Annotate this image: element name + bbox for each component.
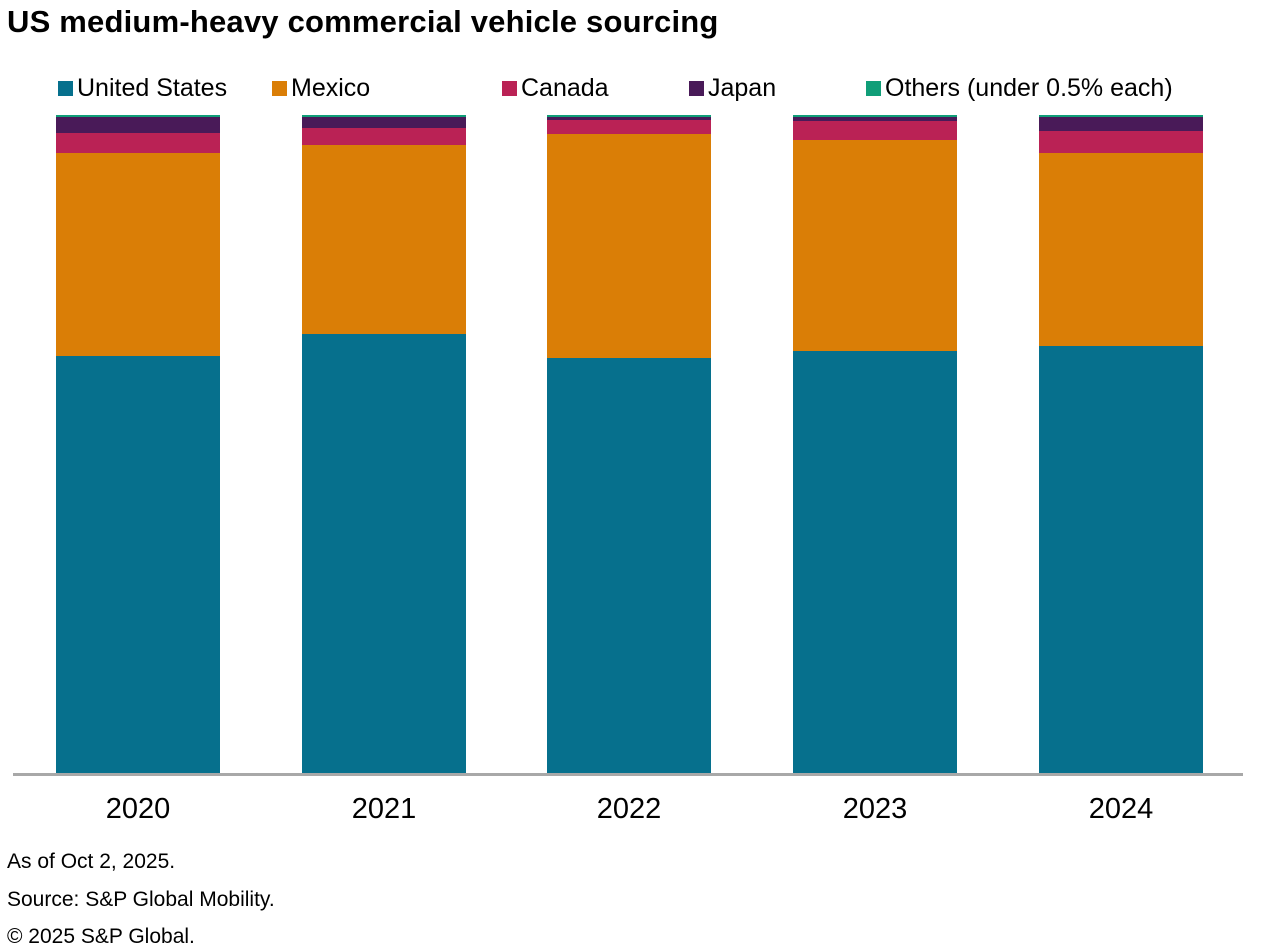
x-tick-label-2024: 2024 [1088, 793, 1154, 825]
segment-japan-2022 [547, 117, 711, 121]
segment-others-under-0-5-each-2020 [56, 115, 220, 117]
legend-label-canada: Canada [521, 74, 609, 102]
segment-others-under-0-5-each-2023 [793, 115, 957, 118]
segment-mexico-2023 [793, 140, 957, 352]
x-tick-label-2022: 2022 [596, 793, 662, 825]
legend-swatch-mexico [272, 81, 287, 96]
legend-item-united-states: United States [58, 76, 227, 101]
x-tick-label-2020: 2020 [105, 793, 171, 825]
legend-label-united-states: United States [77, 74, 228, 102]
segment-japan-2021 [302, 117, 466, 128]
segment-canada-2021 [302, 127, 466, 146]
legend-label-mexico: Mexico [291, 74, 371, 102]
segment-united-states-2020 [56, 355, 220, 773]
x-tick-label-2023: 2023 [842, 793, 908, 825]
segment-canada-2022 [547, 120, 711, 135]
segment-canada-2023 [793, 120, 957, 141]
legend-item-japan: Japan [689, 76, 776, 101]
segment-mexico-2021 [302, 145, 466, 335]
legend-swatch-canada [502, 81, 517, 96]
as-of-note: As of Oct 2, 2025. [7, 850, 176, 873]
segment-united-states-2024 [1039, 345, 1203, 773]
x-tick-label-2021: 2021 [351, 793, 417, 825]
segment-canada-2020 [56, 133, 220, 154]
segment-mexico-2022 [547, 134, 711, 358]
footnotes: As of Oct 2, 2025. Source: S&P Global Mo… [7, 843, 275, 949]
copyright-note: © 2025 S&P Global. [7, 925, 195, 948]
segment-others-under-0-5-each-2022 [547, 115, 711, 117]
segment-others-under-0-5-each-2024 [1039, 115, 1203, 118]
legend-item-mexico: Mexico [272, 76, 370, 101]
bar-2022 [547, 115, 711, 773]
legend-swatch-japan [689, 81, 704, 96]
segment-mexico-2024 [1039, 152, 1203, 346]
segment-mexico-2020 [56, 153, 220, 356]
legend-item-canada: Canada [502, 76, 609, 101]
source-note: Source: S&P Global Mobility. [7, 887, 275, 911]
segment-others-under-0-5-each-2021 [302, 115, 466, 117]
legend-swatch-others [866, 81, 881, 96]
segment-united-states-2023 [793, 351, 957, 773]
x-axis-line [13, 773, 1243, 776]
segment-canada-2024 [1039, 130, 1203, 153]
bar-2024 [1039, 115, 1203, 773]
legend-swatch-united-states [58, 81, 73, 96]
segment-japan-2020 [56, 117, 220, 134]
bar-2020 [56, 115, 220, 773]
legend-label-others: Others (under 0.5% each) [885, 74, 1173, 102]
segment-japan-2023 [793, 117, 957, 121]
segment-united-states-2021 [302, 334, 466, 773]
legend-label-japan: Japan [708, 74, 777, 102]
segment-united-states-2022 [547, 357, 711, 773]
legend-item-others: Others (under 0.5% each) [866, 76, 1173, 101]
bar-2023 [793, 115, 957, 773]
page-title: US medium-heavy commercial vehicle sourc… [7, 4, 719, 39]
bar-2021 [302, 115, 466, 773]
segment-japan-2024 [1039, 117, 1203, 131]
